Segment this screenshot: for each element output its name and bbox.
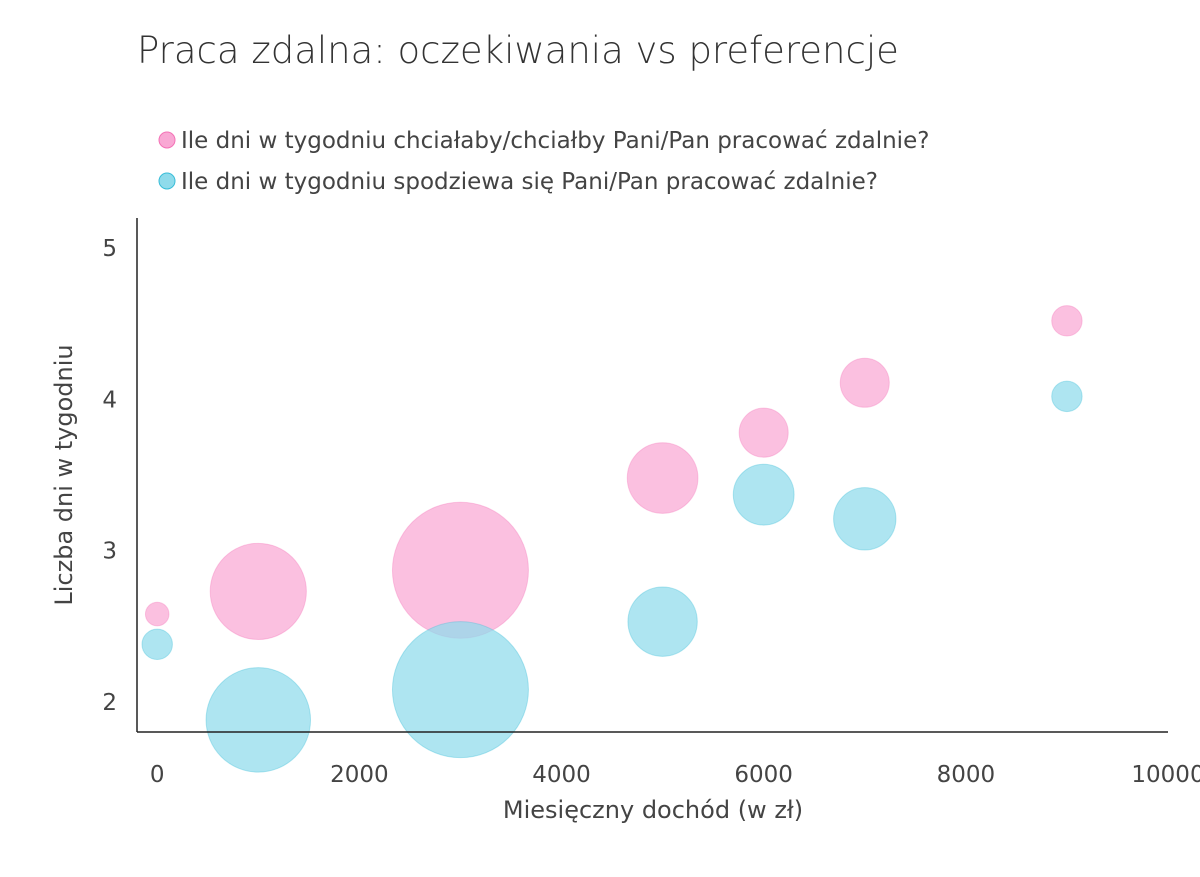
bubble-series-1-point-5[interactable] <box>833 487 897 551</box>
legend-item-series-1[interactable]: Ile dni w tygodniu spodziewa się Pani/Pa… <box>158 169 878 195</box>
bubble-series-1-point-6[interactable] <box>1051 380 1083 413</box>
x-tick-label-1: 2000 <box>330 762 389 788</box>
series-0-bubbles <box>144 305 1083 640</box>
y-axis-title: Liczba dni w tygodniu <box>50 344 78 605</box>
bubble-series-1-point-1[interactable] <box>205 667 312 773</box>
bubble-series-0-point-0[interactable] <box>144 601 170 627</box>
bubble-series-1-point-4[interactable] <box>732 463 795 526</box>
chart-title: Praca zdalna: oczekiwania vs preferencje <box>137 29 899 72</box>
x-tick-label-4: 8000 <box>937 762 996 788</box>
bubble-series-0-point-2[interactable] <box>391 501 529 639</box>
bubble-series-0-point-5[interactable] <box>839 357 890 408</box>
legend: Ile dni w tygodniu chciałaby/chciałby Pa… <box>158 128 929 195</box>
y-tick-label-0: 2 <box>102 690 117 716</box>
y-tick-label-1: 3 <box>102 539 117 565</box>
legend-label-series-1: Ile dni w tygodniu spodziewa się Pani/Pa… <box>181 169 878 195</box>
x-tick-label-0: 0 <box>150 762 165 788</box>
bubble-series-0-point-1[interactable] <box>209 542 307 640</box>
legend-marker-series-1 <box>158 172 176 190</box>
series-1-bubbles <box>141 380 1083 773</box>
bubble-series-0-point-3[interactable] <box>626 442 699 514</box>
bubble-series-1-point-0[interactable] <box>141 628 173 661</box>
x-tick-label-5: 10000 <box>1131 762 1200 788</box>
plot-area <box>141 305 1083 773</box>
legend-item-series-0[interactable]: Ile dni w tygodniu chciałaby/chciałby Pa… <box>158 128 929 154</box>
y-tick-label-3: 5 <box>102 236 117 262</box>
axes: 0 2000 4000 6000 8000 10000 2 3 4 5 <box>102 218 1200 788</box>
y-tick-label-2: 4 <box>102 387 117 413</box>
bubble-series-0-point-6[interactable] <box>1051 305 1083 337</box>
bubble-series-1-point-2[interactable] <box>391 621 529 759</box>
legend-label-series-0: Ile dni w tygodniu chciałaby/chciałby Pa… <box>181 128 929 154</box>
bubble-series-0-point-4[interactable] <box>738 407 789 458</box>
x-axis-title: Miesięczny dochód (w zł) <box>503 796 803 824</box>
legend-marker-series-0 <box>158 131 176 149</box>
bubble-series-1-point-3[interactable] <box>627 586 698 657</box>
x-tick-label-3: 6000 <box>734 762 793 788</box>
x-tick-label-2: 4000 <box>532 762 591 788</box>
